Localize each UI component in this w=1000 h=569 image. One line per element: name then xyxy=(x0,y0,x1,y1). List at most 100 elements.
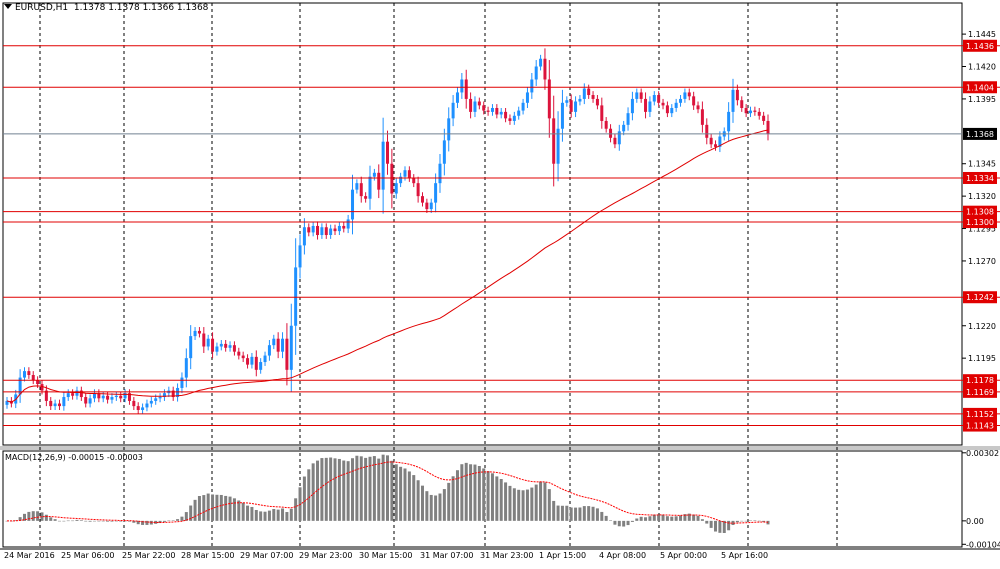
candle-body xyxy=(390,163,394,194)
macd-bar xyxy=(364,457,368,521)
y-tick-label: 1.1445 xyxy=(968,30,996,39)
macd-bar xyxy=(644,517,648,521)
macd-bar xyxy=(136,520,140,525)
macd-bar xyxy=(560,505,564,521)
candle-body xyxy=(560,102,564,129)
candle-body xyxy=(158,397,162,399)
candle-body xyxy=(57,403,61,407)
candle-body xyxy=(587,88,591,96)
macd-bar xyxy=(587,506,591,521)
candle-body xyxy=(40,384,44,391)
candle-body xyxy=(254,356,258,370)
moving-average-line xyxy=(6,129,769,403)
candle-body xyxy=(62,397,66,407)
candle-body xyxy=(714,144,718,147)
macd-bar xyxy=(595,508,599,521)
y-tick-label: 1.1420 xyxy=(968,63,996,72)
candle-body xyxy=(648,101,652,112)
candle-body xyxy=(657,95,661,103)
candle-body xyxy=(184,358,188,378)
macd-bar xyxy=(62,520,66,522)
macd-bar xyxy=(578,507,582,521)
macd-bar xyxy=(193,499,197,521)
candle-body xyxy=(639,92,643,99)
candle-body xyxy=(644,98,648,112)
candle-body xyxy=(455,92,459,103)
candle-body xyxy=(517,110,521,116)
macd-bar xyxy=(416,480,420,521)
macd-bar xyxy=(705,520,709,524)
candle-body xyxy=(197,330,201,334)
macd-bar xyxy=(442,489,446,521)
macd-bar xyxy=(263,511,267,521)
macd-bar xyxy=(346,461,350,521)
macd-bar xyxy=(276,509,280,521)
candle-body xyxy=(246,358,250,365)
macd-bar xyxy=(167,520,171,522)
candle-body xyxy=(206,338,210,347)
macd-bar xyxy=(101,520,105,522)
candle-body xyxy=(219,343,223,347)
level-label-box xyxy=(963,385,997,398)
macd-bar xyxy=(425,491,429,521)
macd-bar xyxy=(53,519,57,521)
candle-body xyxy=(263,355,267,363)
macd-bar xyxy=(71,520,75,522)
macd-bar xyxy=(604,515,608,521)
y-tick-label: 1.1345 xyxy=(968,160,996,169)
macd-bar xyxy=(420,485,424,521)
candle-body xyxy=(272,338,276,346)
candle-body xyxy=(661,102,665,106)
candle-body xyxy=(285,338,289,370)
macd-bar xyxy=(477,465,481,521)
candle-body xyxy=(88,398,92,404)
macd-bar xyxy=(626,520,630,526)
macd-bar xyxy=(206,493,210,521)
candle-body xyxy=(381,141,385,190)
candle-body xyxy=(670,107,674,114)
candle-body xyxy=(193,330,197,337)
macd-bar xyxy=(700,519,704,521)
level-label: 1.1178 xyxy=(966,376,994,385)
candle-body xyxy=(757,111,761,116)
macd-bar xyxy=(123,520,127,522)
level-label-box xyxy=(963,171,997,184)
macd-bar xyxy=(652,514,656,521)
candle-body xyxy=(298,245,302,268)
macd-bar xyxy=(661,514,665,521)
macd-bar xyxy=(377,458,381,521)
dropdown-triangle-icon[interactable] xyxy=(4,4,12,9)
macd-bar xyxy=(337,458,341,521)
candle-body xyxy=(416,183,420,197)
candle-body xyxy=(132,400,136,407)
macd-signal-line xyxy=(7,461,769,524)
macd-bar xyxy=(162,520,166,522)
macd-bar xyxy=(372,456,376,521)
candle-body xyxy=(106,395,110,400)
candle-body xyxy=(735,89,739,101)
macd-bar xyxy=(49,517,53,521)
candle-body xyxy=(582,88,586,99)
candle-body xyxy=(237,351,241,356)
level-label-box xyxy=(963,407,997,420)
candle-body xyxy=(622,124,626,132)
candle-body xyxy=(359,183,363,197)
candle-body xyxy=(626,113,630,125)
candle-body xyxy=(543,58,547,80)
candle-body xyxy=(574,101,578,112)
macd-bar xyxy=(237,500,241,521)
level-label: 1.1308 xyxy=(966,208,994,217)
candle-body xyxy=(473,101,477,112)
candle-body xyxy=(141,407,145,411)
level-label-box xyxy=(963,419,997,432)
macd-bar xyxy=(722,520,726,533)
candle-body xyxy=(552,118,556,164)
x-tick-label: 25 Mar 06:00 xyxy=(61,551,114,560)
macd-bar xyxy=(600,511,604,521)
macd-y-tick-label: 0.00302 xyxy=(966,449,999,458)
macd-bar xyxy=(250,506,254,521)
macd-bar xyxy=(132,520,136,523)
candle-body xyxy=(495,107,499,115)
macd-bar xyxy=(224,495,228,521)
